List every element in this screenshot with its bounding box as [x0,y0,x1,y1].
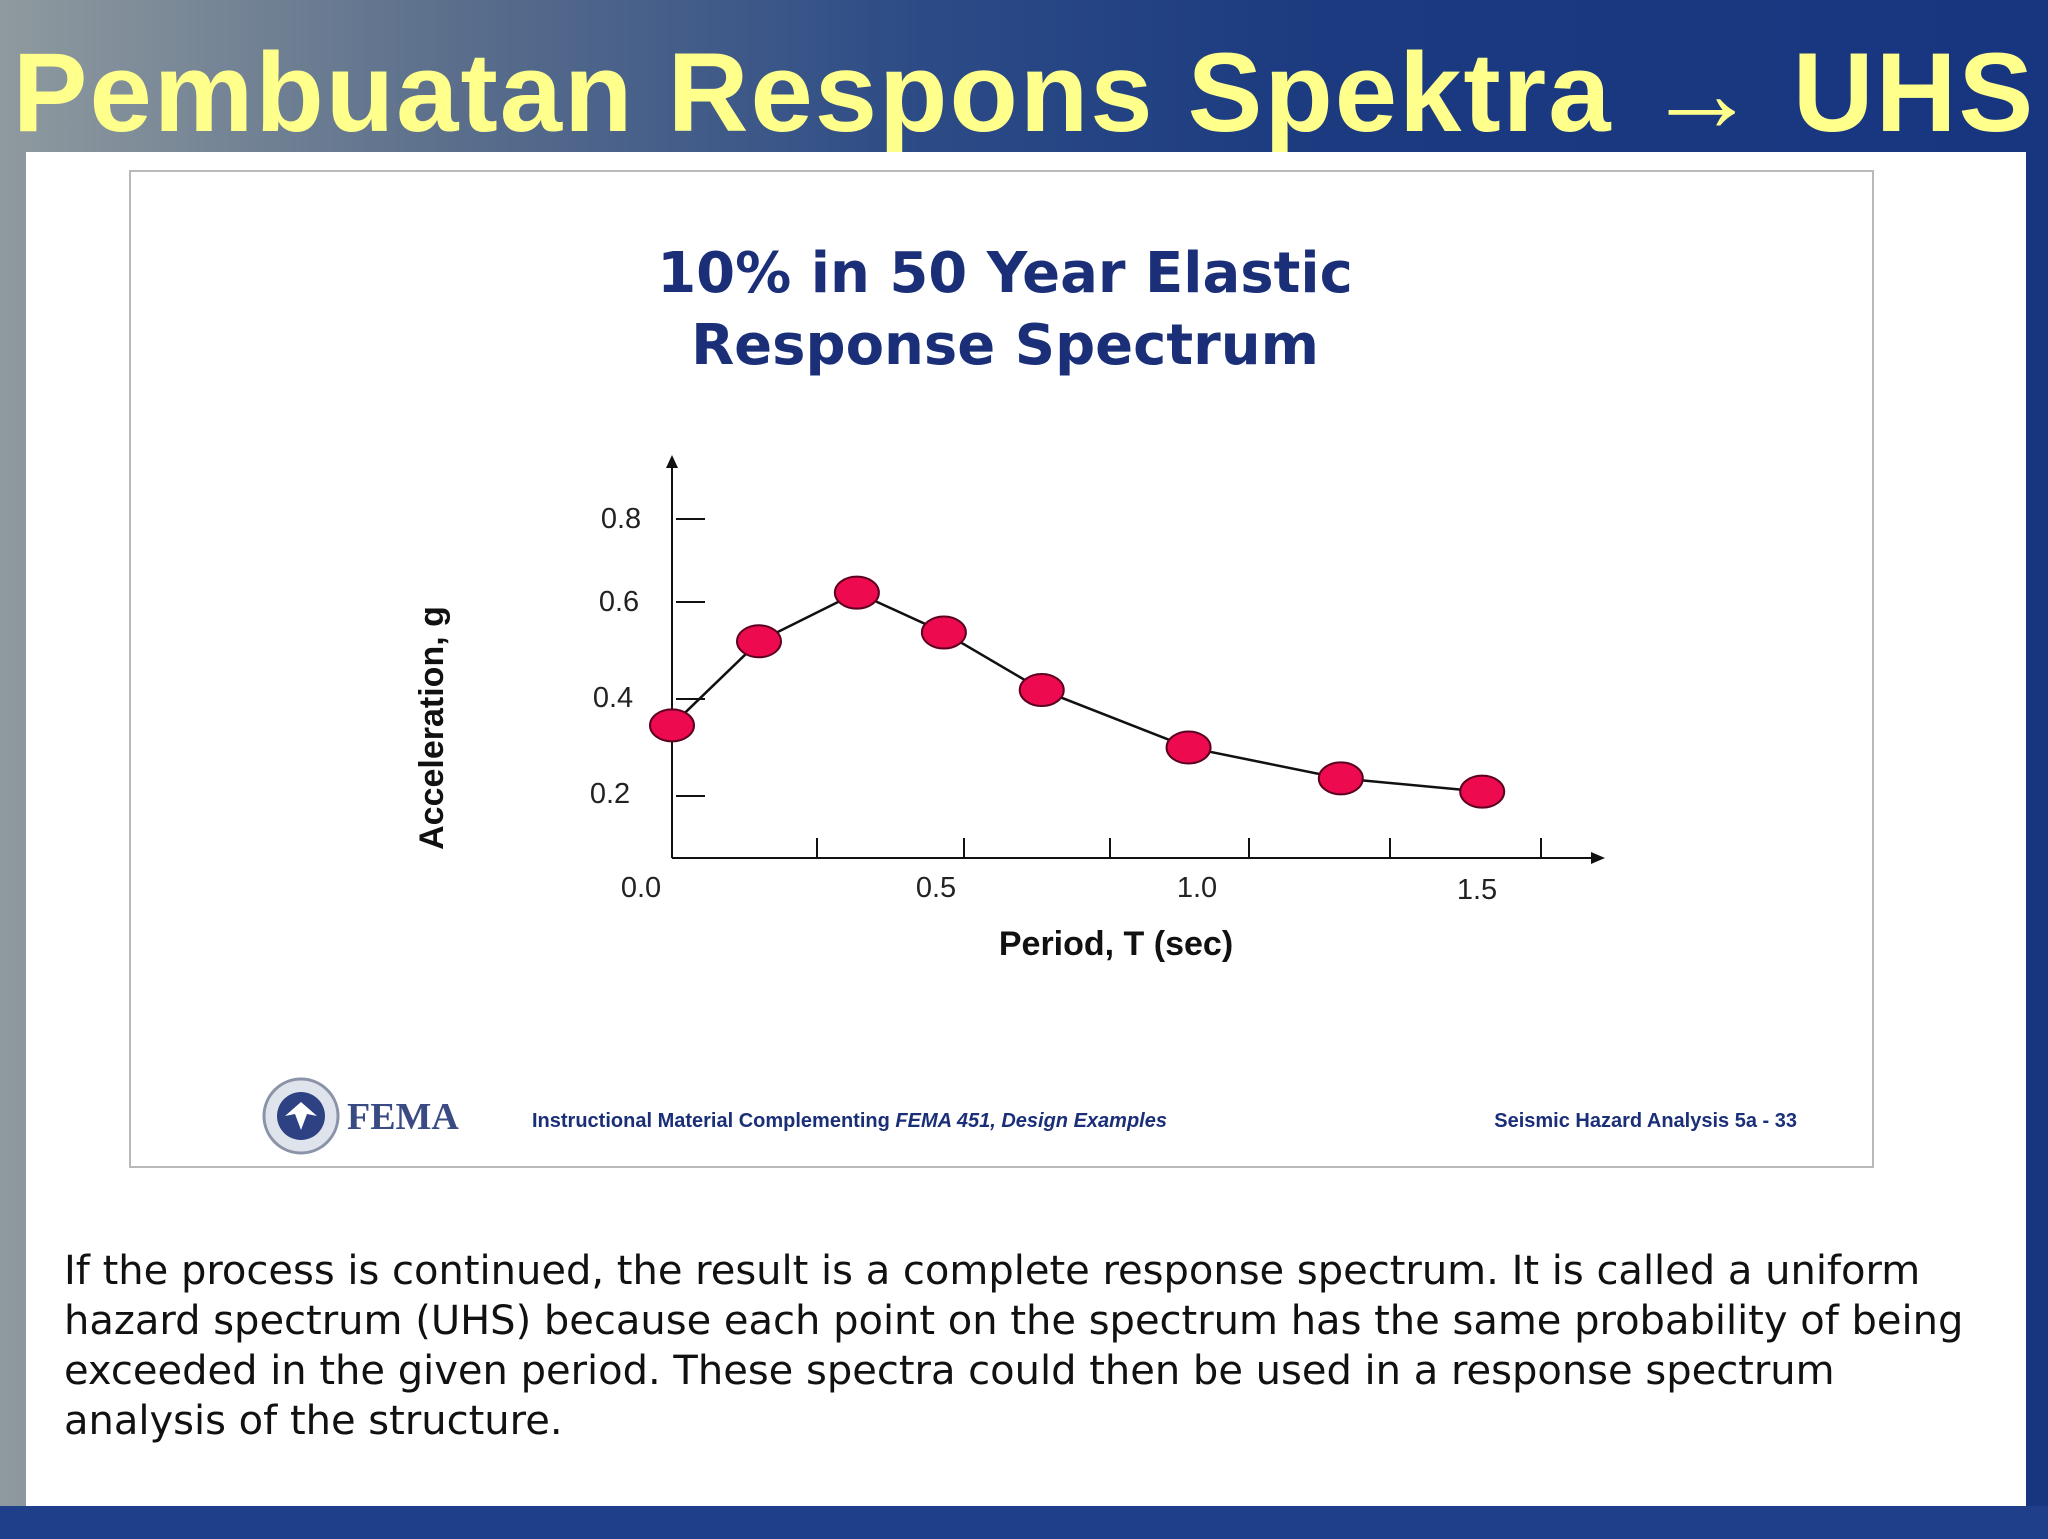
data-point-2 [736,624,782,659]
x-tick-label: 1.5 [1457,874,1497,906]
y-axis-arrow [666,455,678,468]
data-point-8 [1459,774,1506,809]
footer-course-title: FEMA 451, Design Examples [895,1110,1167,1132]
data-point-7 [1317,761,1364,796]
slide-body-text: If the process is continued, the result … [64,1248,1964,1444]
y-tick-label: 0.4 [593,682,633,714]
x-tick-label: 0.5 [916,872,956,904]
y-axis-label: Acceleration, g [413,606,451,850]
y-tick-label: 0.6 [599,586,639,618]
footer-course-prefix: Instructional Material Complementing [532,1110,895,1132]
bottom-bar [0,1506,2048,1539]
data-point-6 [1165,730,1212,765]
y-tick-label: 0.8 [601,503,641,535]
data-point-3 [833,575,880,610]
data-point-4 [920,615,967,650]
eagle-icon [285,1102,317,1130]
content-panel: 10% in 50 Year Elastic Response Spectrum… [26,152,2026,1506]
x-tick-label: 1.0 [1177,872,1217,904]
chart: 10% in 50 Year Elastic Response Spectrum… [262,241,1797,1155]
data-point-5 [1018,672,1065,707]
data-point-1 [649,708,695,743]
x-axis-arrow [1591,852,1605,864]
fema-wordmark: FEMA [347,1096,459,1138]
slide-title: Pembuatan Respons Spektra → UHS [12,30,2036,155]
footer-slide-number: Seismic Hazard Analysis 5a - 33 [1494,1110,1797,1132]
chart-title-line-1: 10% in 50 Year Elastic [657,241,1353,306]
series-line [671,591,1483,793]
chart-title-line-2: Response Spectrum [691,313,1319,378]
chart-axes: 0.2 0.4 0.6 0.8 0.0 0.5 1.0 1.5 Period, … [413,455,1605,963]
x-tick-label: 0.0 [621,872,661,904]
embedded-slide: 10% in 50 Year Elastic Response Spectrum… [129,170,1874,1168]
y-tick-label: 0.2 [590,778,630,810]
x-axis-label: Period, T (sec) [999,925,1233,963]
plot-area [649,575,1506,809]
footer-course-text: Instructional Material Complementing FEM… [532,1110,1167,1132]
fema-logo: FEMA [262,1077,459,1155]
